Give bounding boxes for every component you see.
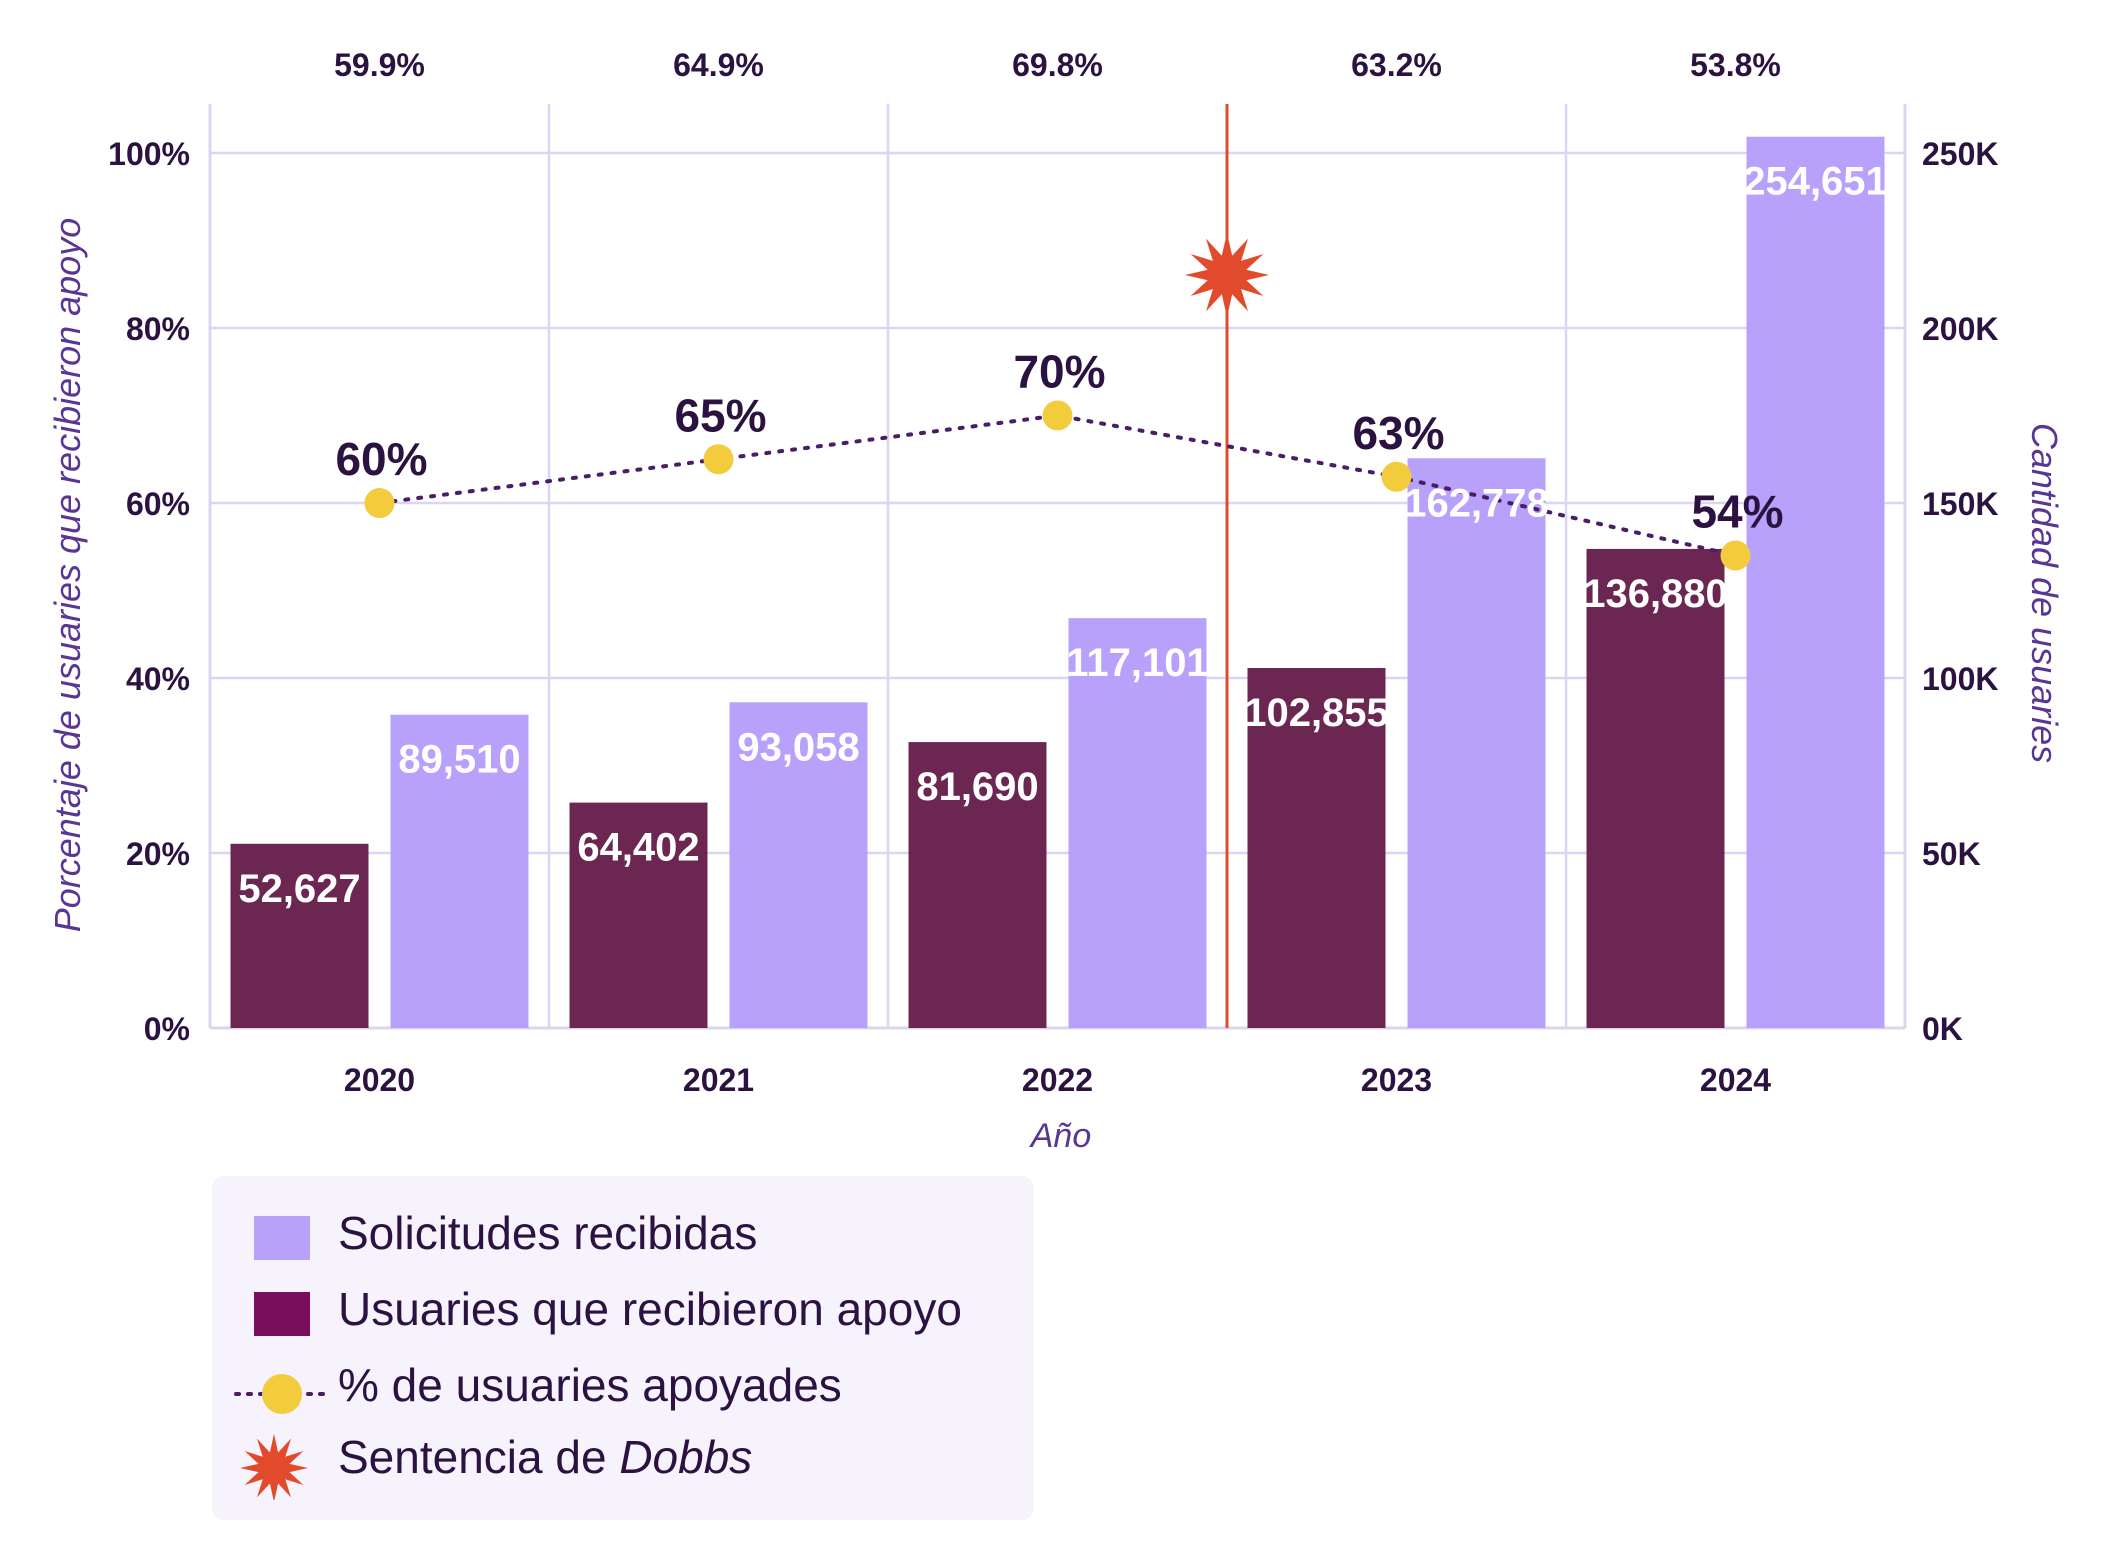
y-tick-right: 0K [1922,1011,1963,1047]
bar-label-light: 162,778 [1404,481,1549,525]
y-tick-left: 80% [126,311,190,347]
bar-usuaries-apoyadas [1247,668,1386,1028]
percent-point [364,488,395,518]
top-percent-label: 64.9% [673,47,764,83]
star-burst-icon [1185,233,1269,317]
percent-point [1381,461,1412,492]
bar-solicitudes [1746,136,1885,1028]
y-tick-right: 50K [1922,836,1981,872]
y-tick-left: 0% [144,1011,190,1047]
bar-usuaries-apoyadas [569,802,708,1028]
x-tick-label: 2022 [1022,1062,1093,1098]
top-percent-label: 63.2% [1351,47,1442,83]
y-tick-right: 100K [1922,661,1999,697]
percent-point-label: 60% [335,433,427,485]
y-tick-left: 40% [126,661,190,697]
legend-label: Sentencia de Dobbs [338,1431,753,1483]
legend: Solicitudes recibidas Usuaries que recib… [212,1176,1034,1520]
chart: 0% 20% 40% 60% 80% 100% 0K 50K 100K 150K 200K 250K 5… [47,47,2065,1155]
bar-label-dark: 81,690 [916,765,1038,809]
y-axis-left-title: Porcentaje de usuaries que recibieron ap… [47,218,88,932]
legend-item-porcentaje: % de usuaries apoyades [212,1348,1012,1418]
y-tick-left: 20% [126,836,190,872]
bar-usuaries-apoyadas [230,843,369,1028]
legend-item-dobbs: Sentencia de Dobbs [212,1420,1012,1500]
percent-point-label: 70% [1013,346,1105,398]
bar-label-light: 254,651 [1743,160,1888,204]
bar-usuaries-apoyadas [1586,548,1725,1028]
legend-label: % de usuaries apoyades [338,1359,842,1411]
legend-item-solicitudes: Solicitudes recibidas [212,1196,1012,1266]
dobbs-event [1185,104,1269,1028]
percent-point [1720,540,1751,571]
x-axis-title: Año [1029,1117,1092,1155]
legend-label: Usuaries que recibieron apoyo [338,1283,962,1335]
bar-label-light: 117,101 [1066,641,1208,685]
bar-solicitudes [729,702,868,1028]
bar-solicitudes [390,714,529,1028]
top-percent-label: 59.9% [334,47,425,83]
legend-line-dot-icon [234,1374,330,1414]
x-tick-label: 2020 [344,1062,415,1098]
top-percent-label: 53.8% [1690,47,1781,83]
bar-usuaries-apoyadas [908,742,1047,1028]
percent-point-label: 65% [674,389,766,441]
labels: 0% 20% 40% 60% 80% 100% 0K 50K 100K 150K 200K 250K 5… [108,47,1998,1098]
bar-label-dark: 136,880 [1583,572,1728,616]
x-tick-label: 2023 [1361,1062,1432,1098]
x-tick-label: 2021 [683,1062,754,1098]
star-burst-icon [240,1434,308,1500]
y-tick-right: 200K [1922,311,1999,347]
top-percent-label: 69.8% [1012,47,1103,83]
percent-series-line [377,413,1738,558]
legend-item-usuaries: Usuaries que recibieron apoyo [212,1272,1012,1342]
y-tick-left: 100% [108,136,190,172]
legend-label: Solicitudes recibidas [338,1207,758,1259]
y-axis-right-title: Cantidad de usuaries [2024,423,2065,763]
bars [230,136,1885,1029]
bar-label-dark: 52,627 [238,867,360,911]
y-tick-right: 250K [1922,136,1999,172]
bar-label-dark: 102,855 [1244,691,1389,735]
bar-solicitudes [1407,458,1546,1029]
percent-point [1042,400,1073,431]
percent-line [364,400,1751,571]
legend-swatch-dark [254,1292,310,1336]
percent-point [703,444,734,475]
bar-label-light: 89,510 [398,738,520,782]
x-tick-label: 2024 [1700,1062,1771,1098]
bar-label-light: 93,058 [737,725,859,769]
y-tick-right: 150K [1922,486,1999,522]
percent-point-label: 63% [1352,407,1444,459]
bar-label-dark: 64,402 [577,826,699,870]
percent-point-label: 54% [1691,486,1783,538]
legend-swatch-light [254,1216,310,1260]
bar-solicitudes [1068,618,1207,1028]
y-tick-left: 60% [126,486,190,522]
